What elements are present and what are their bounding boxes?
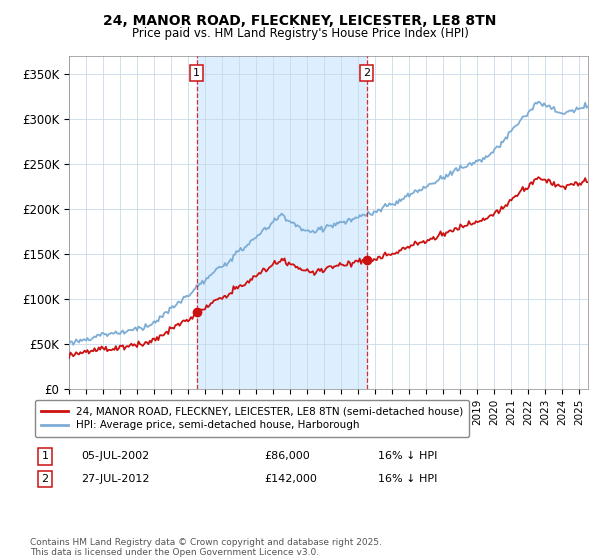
Text: Contains HM Land Registry data © Crown copyright and database right 2025.
This d: Contains HM Land Registry data © Crown c… — [30, 538, 382, 557]
Text: 1: 1 — [41, 451, 49, 461]
Text: 1: 1 — [193, 68, 200, 78]
Bar — [197, 56, 367, 389]
Text: Price paid vs. HM Land Registry's House Price Index (HPI): Price paid vs. HM Land Registry's House … — [131, 27, 469, 40]
Text: 2: 2 — [363, 68, 370, 78]
Legend: 24, MANOR ROAD, FLECKNEY, LEICESTER, LE8 8TN (semi-detached house), HPI: Average: 24, MANOR ROAD, FLECKNEY, LEICESTER, LE8… — [35, 400, 469, 437]
Text: £142,000: £142,000 — [264, 474, 317, 484]
Text: 16% ↓ HPI: 16% ↓ HPI — [378, 474, 437, 484]
Text: 2: 2 — [41, 474, 49, 484]
Text: £86,000: £86,000 — [264, 451, 310, 461]
Text: 24, MANOR ROAD, FLECKNEY, LEICESTER, LE8 8TN: 24, MANOR ROAD, FLECKNEY, LEICESTER, LE8… — [103, 14, 497, 28]
Text: 27-JUL-2012: 27-JUL-2012 — [81, 474, 149, 484]
Text: 05-JUL-2002: 05-JUL-2002 — [81, 451, 149, 461]
Text: 16% ↓ HPI: 16% ↓ HPI — [378, 451, 437, 461]
